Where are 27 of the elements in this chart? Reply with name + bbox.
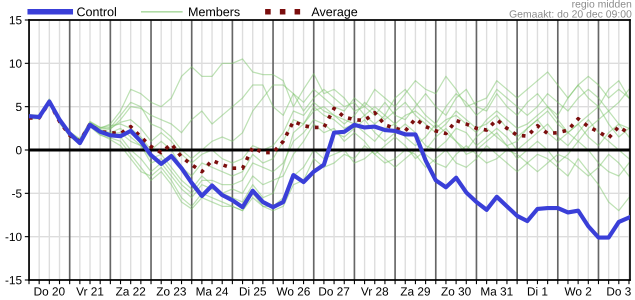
x-tick-label: Ma 24 xyxy=(196,287,228,296)
x-tick-label: Di 1 xyxy=(528,286,548,296)
x-tick-label: Zo 23 xyxy=(156,287,186,296)
y-tick-label: 10 xyxy=(10,59,22,68)
legend-label: Control xyxy=(77,7,116,16)
x-tick-label: Do 3 xyxy=(607,287,631,296)
x-tick-label: Do 27 xyxy=(319,287,350,296)
y-tick-label: -10 xyxy=(6,232,22,242)
x-tick-label: Ma 31 xyxy=(481,287,513,296)
x-tick-label: Di 25 xyxy=(240,286,266,296)
y-tick-label: 5 xyxy=(16,102,22,112)
x-tick-label: Wo 2 xyxy=(564,287,592,296)
legend-label: Members xyxy=(189,7,240,16)
text: regio midden xyxy=(572,0,632,10)
x-tick-label: Za 22 xyxy=(116,287,146,296)
y-tick-label: -5 xyxy=(12,189,22,198)
x-tick-label: Wo 26 xyxy=(276,287,310,296)
y-tick-label: -15 xyxy=(6,276,22,284)
y-tick-label: 0 xyxy=(16,146,22,154)
x-tick-label: Zo 30 xyxy=(441,287,471,296)
text: Gemaakt: do 20 dec 09:00 xyxy=(510,10,632,18)
x-tick-label: Vr 21 xyxy=(76,287,104,296)
x-tick-label: Do 20 xyxy=(34,287,65,296)
legend-label: Average xyxy=(311,8,358,19)
y-tick-label: 15 xyxy=(10,16,22,24)
x-tick-label: Za 29 xyxy=(400,287,430,296)
x-tick-label: Vr 28 xyxy=(360,287,388,296)
